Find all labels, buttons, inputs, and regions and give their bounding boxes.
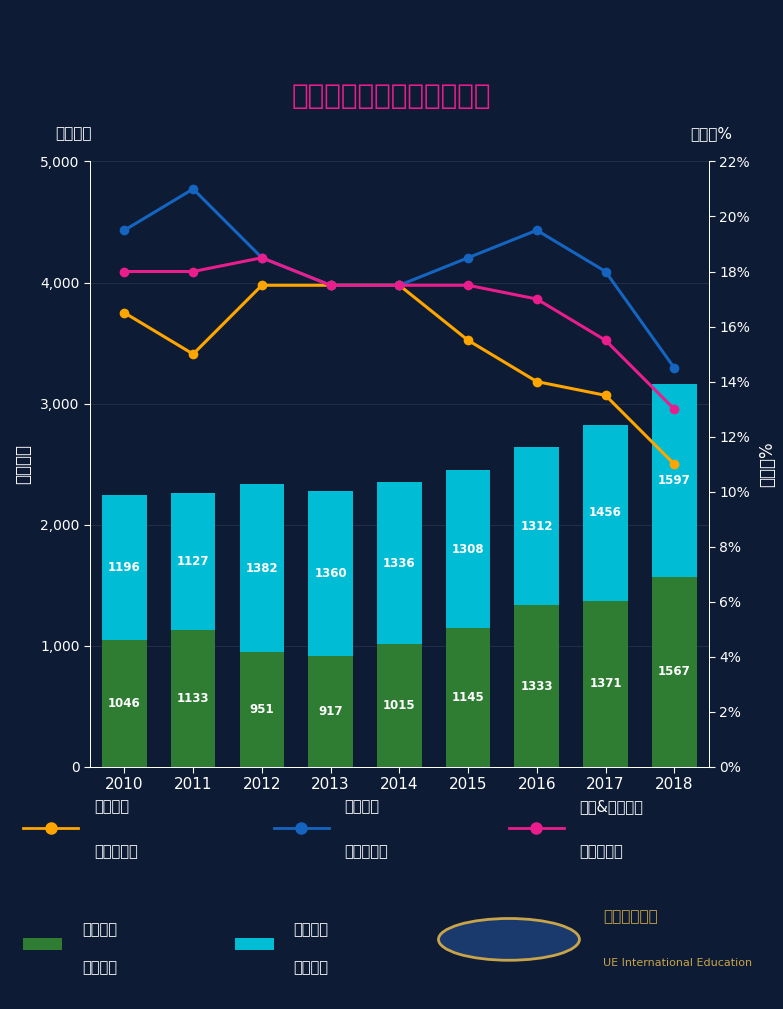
- Bar: [514, 605, 559, 767]
- Text: 实际录取率: 实际录取率: [579, 844, 623, 859]
- Text: 实际录取率: 实际录取率: [345, 844, 388, 859]
- Text: 1015: 1015: [383, 699, 416, 712]
- FancyBboxPatch shape: [23, 937, 63, 950]
- Bar: [377, 482, 422, 644]
- Bar: [309, 656, 353, 767]
- Bar: [240, 652, 284, 767]
- Text: 1145: 1145: [452, 691, 485, 704]
- Bar: [377, 644, 422, 767]
- Text: 1371: 1371: [590, 677, 622, 690]
- Text: 牛津数学: 牛津数学: [82, 922, 117, 937]
- Bar: [446, 470, 490, 629]
- Circle shape: [438, 918, 579, 961]
- Text: 牛津&剑桥数学: 牛津&剑桥数学: [579, 799, 644, 814]
- Bar: [652, 577, 697, 767]
- Bar: [583, 425, 628, 600]
- Bar: [171, 493, 215, 630]
- Text: 1382: 1382: [246, 562, 278, 574]
- Text: 剑桥数学: 剑桥数学: [345, 799, 380, 814]
- Bar: [240, 484, 284, 652]
- Text: 1336: 1336: [383, 557, 416, 569]
- Bar: [102, 640, 146, 767]
- Text: 优易国际教育: 优易国际教育: [603, 909, 658, 923]
- Text: 1567: 1567: [658, 666, 691, 678]
- Text: 1127: 1127: [177, 555, 209, 568]
- Bar: [514, 447, 559, 605]
- Text: 申请人数: 申请人数: [294, 960, 329, 975]
- Y-axis label: 申请人数: 申请人数: [14, 444, 32, 484]
- Text: 1308: 1308: [452, 543, 485, 556]
- Text: 1133: 1133: [177, 692, 209, 704]
- Text: 实际录取率: 实际录取率: [94, 844, 138, 859]
- Text: 1597: 1597: [658, 474, 691, 487]
- Text: 1333: 1333: [521, 680, 553, 692]
- Text: UE International Education: UE International Education: [603, 958, 752, 968]
- Bar: [171, 630, 215, 767]
- Text: 917: 917: [319, 705, 343, 717]
- Text: 牛津剑桥数学专业录取数据: 牛津剑桥数学专业录取数据: [292, 82, 491, 110]
- Bar: [652, 383, 697, 577]
- FancyBboxPatch shape: [235, 937, 274, 950]
- Text: 申请人数: 申请人数: [82, 960, 117, 975]
- Bar: [446, 629, 490, 767]
- Bar: [309, 491, 353, 656]
- Text: 1196: 1196: [108, 561, 141, 574]
- Text: 申请人数: 申请人数: [55, 126, 92, 140]
- Text: 1456: 1456: [589, 507, 622, 520]
- Text: 1046: 1046: [108, 697, 141, 710]
- Bar: [102, 495, 146, 640]
- Y-axis label: 录取率%: 录取率%: [758, 441, 776, 487]
- Text: 951: 951: [250, 702, 274, 715]
- Text: 1360: 1360: [314, 567, 347, 580]
- Text: 录取率%: 录取率%: [690, 126, 732, 140]
- Text: 牛津数学: 牛津数学: [94, 799, 129, 814]
- Text: 1312: 1312: [521, 520, 553, 533]
- Text: 剑桥数学: 剑桥数学: [294, 922, 329, 937]
- Bar: [583, 600, 628, 767]
